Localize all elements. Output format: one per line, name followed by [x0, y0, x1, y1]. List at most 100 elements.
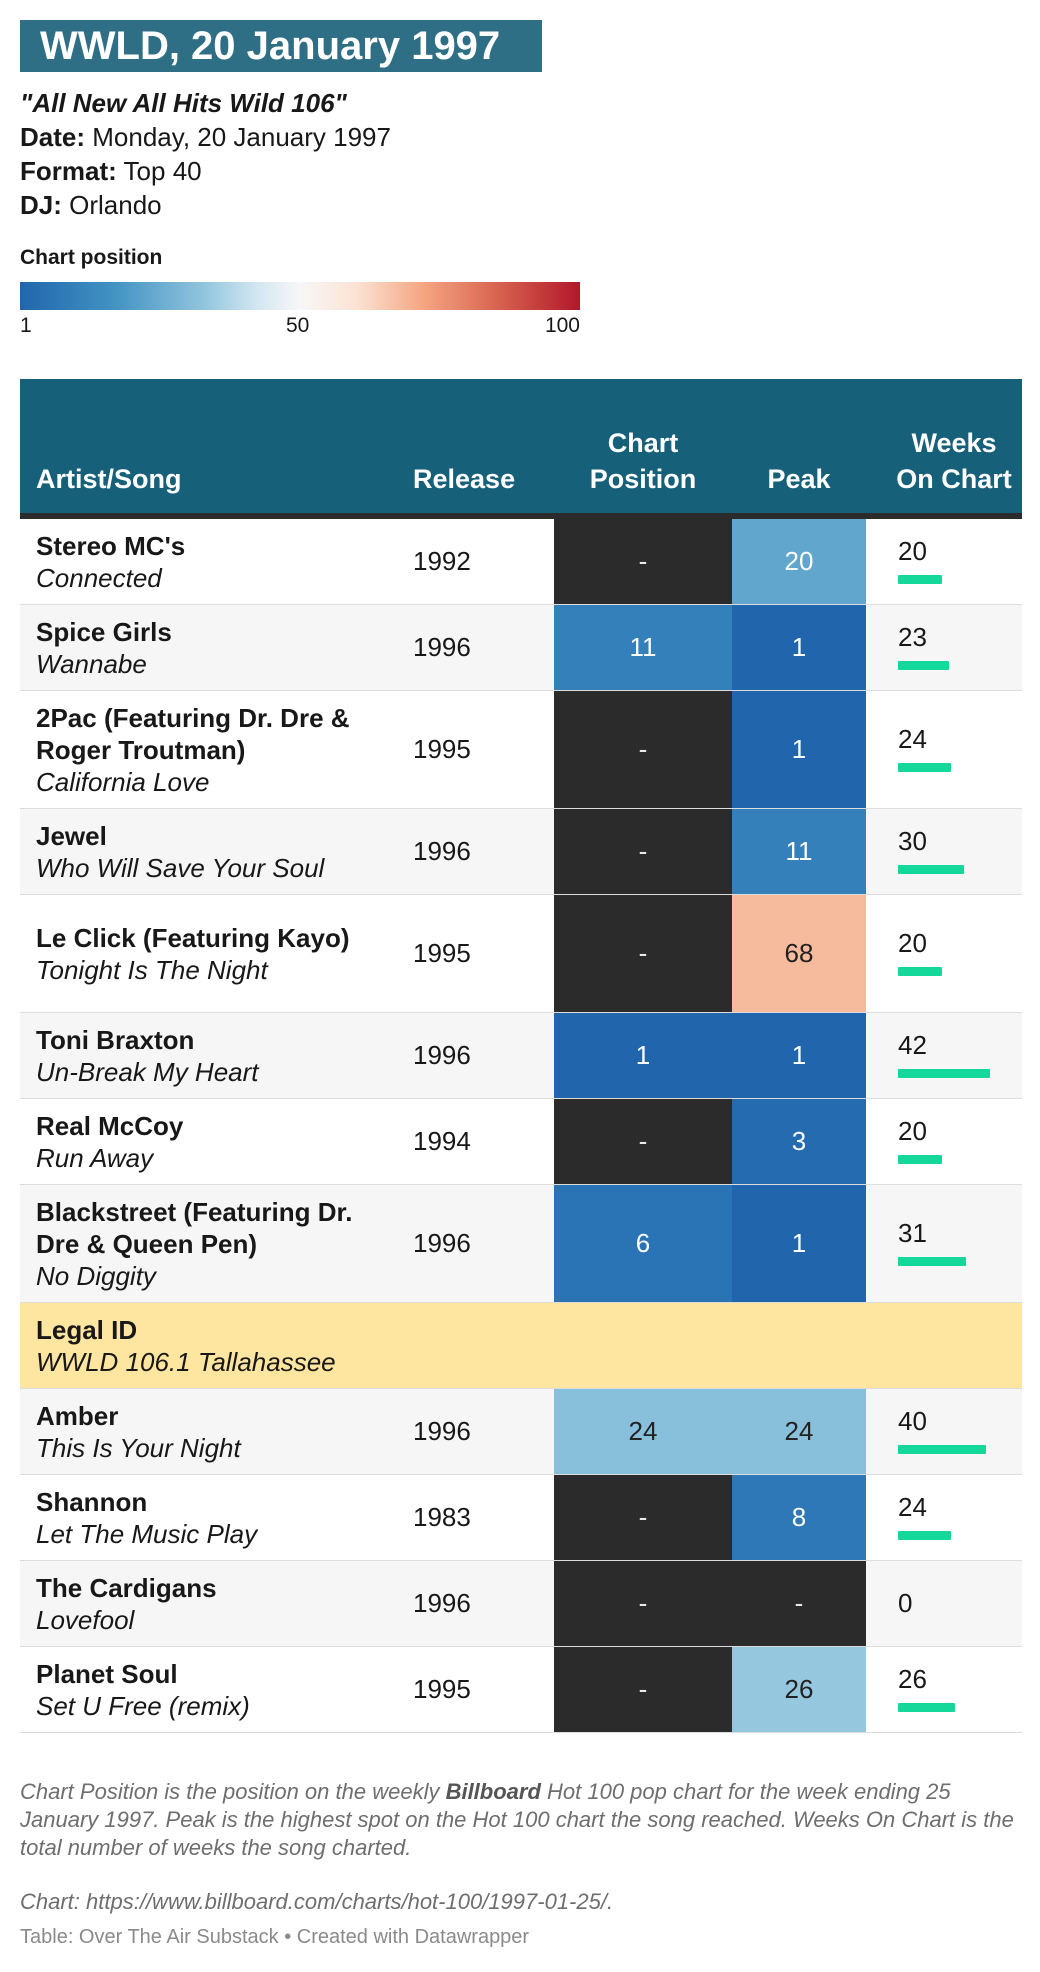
release-year: 1996 [413, 632, 471, 662]
chart-position-cell: - [554, 519, 732, 604]
artist-name: Le Click (Featuring Kayo) [36, 922, 350, 953]
release-year: 1994 [413, 1126, 471, 1156]
dj-line: DJ: Orlando [20, 188, 391, 222]
color-legend: Chart position 1 50 100 [20, 246, 580, 340]
chart-position-cell: - [554, 1099, 732, 1184]
weeks-on-chart-cell: 20 [898, 519, 1018, 604]
song-title: Wannabe [36, 648, 147, 679]
peak-cell: 68 [732, 895, 866, 1012]
table-credit: Table: Over The Air Substack • Created w… [20, 1926, 530, 1948]
artist-song-cell: Le Click (Featuring Kayo) Tonight Is The … [36, 895, 366, 1012]
weeks-on-chart-cell: 40 [898, 1389, 1018, 1474]
artist-song-cell: Shannon Let The Music Play [36, 1475, 366, 1560]
chart-position-cell: - [554, 895, 732, 1012]
artist-song-cell: Jewel Who Will Save Your Soul [36, 809, 366, 894]
weeks-bar [898, 865, 964, 874]
weeks-on-chart-cell: 20 [898, 895, 1018, 1012]
table-row: Stereo MC's Connected 1992-20 20 [20, 519, 1022, 605]
song-title: Lovefool [36, 1604, 135, 1635]
legend-tick-min: 1 [20, 314, 32, 337]
weeks-value: 31 [898, 1218, 927, 1248]
chart-position-cell: - [554, 809, 732, 894]
dj-value: Orlando [69, 190, 162, 220]
chart-position-cell: 6 [554, 1185, 732, 1302]
weeks-value: 42 [898, 1030, 927, 1060]
table-row: Real McCoy Run Away 1994 -3 20 [20, 1099, 1022, 1185]
peak-cell: 20 [732, 519, 866, 604]
song-title: WWLD 106.1 Tallahassee [36, 1346, 336, 1377]
weeks-value: 23 [898, 622, 927, 652]
weeks-on-chart-cell: 23 [898, 605, 1018, 690]
weeks-on-chart-cell: 42 [898, 1013, 1018, 1098]
song-title: Un-Break My Heart [36, 1056, 259, 1087]
weeks-value: 30 [898, 826, 927, 856]
song-title: Set U Free (remix) [36, 1690, 250, 1721]
peak-cell: - [732, 1561, 866, 1646]
peak-cell: 1 [732, 1185, 866, 1302]
table-row: Blackstreet (Featuring Dr. Dre & Queen P… [20, 1185, 1022, 1303]
artist-song-cell: Amber This Is Your Night [36, 1389, 366, 1474]
song-title: Who Will Save Your Soul [36, 852, 325, 883]
weeks-value: 20 [898, 1116, 927, 1146]
weeks-value: 20 [898, 928, 927, 958]
release-year: 1995 [413, 1674, 471, 1704]
dj-label: DJ: [20, 190, 62, 220]
table-body: Stereo MC's Connected 1992-20 20 Spice Girls… [20, 519, 1022, 1733]
header-release: Release [413, 464, 516, 494]
table-header: Artist/Song Release Chart Position Peak … [20, 379, 1022, 519]
legend-tick-max: 100 [544, 314, 580, 337]
song-title: Tonight Is The Night [36, 954, 268, 985]
weeks-on-chart-cell: 0 [898, 1561, 1018, 1646]
weeks-bar [898, 575, 942, 584]
page-title: WWLD, 20 January 1997 [20, 20, 542, 72]
format-line: Format: Top 40 [20, 154, 391, 188]
song-title: No Diggity [36, 1260, 156, 1291]
weeks-value: 0 [898, 1588, 913, 1618]
weeks-on-chart-cell: 20 [898, 1099, 1018, 1184]
legend-title: Chart position [20, 246, 163, 269]
footnote-post: Hot 100 pop chart for the week ending 25… [20, 1779, 1014, 1860]
release-year: 1996 [413, 1416, 471, 1446]
release-year: 1996 [413, 1228, 471, 1258]
weeks-value: 24 [898, 724, 927, 754]
song-title: California Love [36, 766, 210, 797]
station-slogan: "All New All Hits Wild 106" [20, 88, 347, 118]
weeks-value: 24 [898, 1492, 927, 1522]
chart-table: Artist/Song Release Chart Position Peak … [20, 379, 1022, 1733]
weeks-bar [898, 1445, 986, 1454]
header-peak: Peak [767, 464, 831, 494]
table-row: Amber This Is Your Night 1996 24 24 40 [20, 1389, 1022, 1475]
footnote-pre: Chart Position is the position on the we… [20, 1779, 446, 1804]
weeks-bar [898, 661, 949, 670]
weeks-on-chart-cell: 24 [898, 1475, 1018, 1560]
chart-source-link[interactable]: Chart: https://www.billboard.com/charts/… [20, 1889, 614, 1914]
artist-song-cell: Blackstreet (Featuring Dr. Dre & Queen P… [36, 1185, 366, 1302]
weeks-on-chart-cell: 26 [898, 1647, 1018, 1732]
peak-cell: 1 [732, 1013, 866, 1098]
artist-name: Blackstreet (Featuring Dr. Dre & Queen P… [36, 1196, 353, 1259]
weeks-bar [898, 1257, 966, 1266]
peak-cell: 1 [732, 691, 866, 808]
weeks-value: 40 [898, 1406, 927, 1436]
weeks-bar [898, 1069, 990, 1078]
table-row: Jewel Who Will Save Your Soul 1996 -11 30 [20, 809, 1022, 895]
legend-gradient [20, 282, 580, 310]
artist-song-cell: The Cardigans Lovefool [36, 1561, 366, 1646]
weeks-bar [898, 1703, 955, 1712]
artist-name: Spice Girls [36, 616, 172, 647]
chart-position-cell: - [554, 1561, 732, 1646]
song-title: Let The Music Play [36, 1518, 258, 1549]
weeks-bar [898, 967, 942, 976]
peak-cell: 1 [732, 605, 866, 690]
table-row: The Cardigans Lovefool 1996 - - 0 [20, 1561, 1022, 1647]
weeks-on-chart-cell: 31 [898, 1185, 1018, 1302]
chart-position-cell: - [554, 691, 732, 808]
release-year: 1996 [413, 1588, 471, 1618]
legend-tick-mid: 50 [286, 314, 310, 337]
footnote-billboard: Billboard [445, 1779, 541, 1804]
footnote: Chart Position is the position on the we… [20, 1778, 1020, 1862]
release-year: 1995 [413, 734, 471, 764]
artist-name: Legal ID [36, 1314, 138, 1345]
chart-position-cell: - [554, 1647, 732, 1732]
weeks-bar [898, 1531, 951, 1540]
